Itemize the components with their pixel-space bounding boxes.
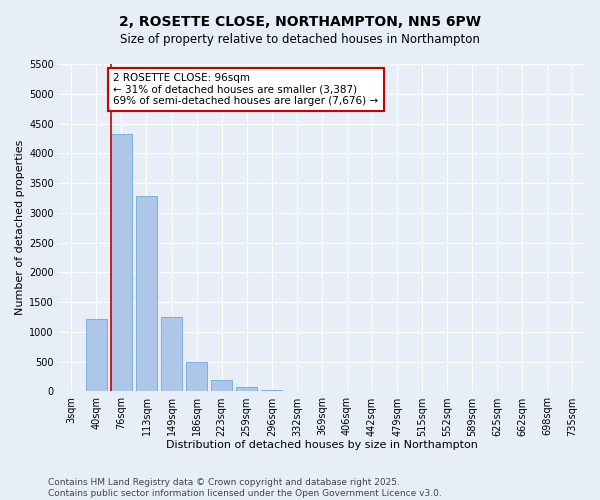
Bar: [136, 196, 157, 392]
Y-axis label: Number of detached properties: Number of detached properties: [15, 140, 25, 316]
Bar: [111, 134, 132, 392]
Text: Size of property relative to detached houses in Northampton: Size of property relative to detached ho…: [120, 32, 480, 46]
Bar: [261, 390, 283, 392]
Text: 2, ROSETTE CLOSE, NORTHAMPTON, NN5 6PW: 2, ROSETTE CLOSE, NORTHAMPTON, NN5 6PW: [119, 15, 481, 29]
Bar: [211, 380, 232, 392]
X-axis label: Distribution of detached houses by size in Northampton: Distribution of detached houses by size …: [166, 440, 478, 450]
Text: 2 ROSETTE CLOSE: 96sqm
← 31% of detached houses are smaller (3,387)
69% of semi-: 2 ROSETTE CLOSE: 96sqm ← 31% of detached…: [113, 73, 379, 106]
Bar: [161, 317, 182, 392]
Bar: [86, 319, 107, 392]
Bar: [236, 386, 257, 392]
Bar: [186, 362, 207, 392]
Text: Contains HM Land Registry data © Crown copyright and database right 2025.
Contai: Contains HM Land Registry data © Crown c…: [48, 478, 442, 498]
